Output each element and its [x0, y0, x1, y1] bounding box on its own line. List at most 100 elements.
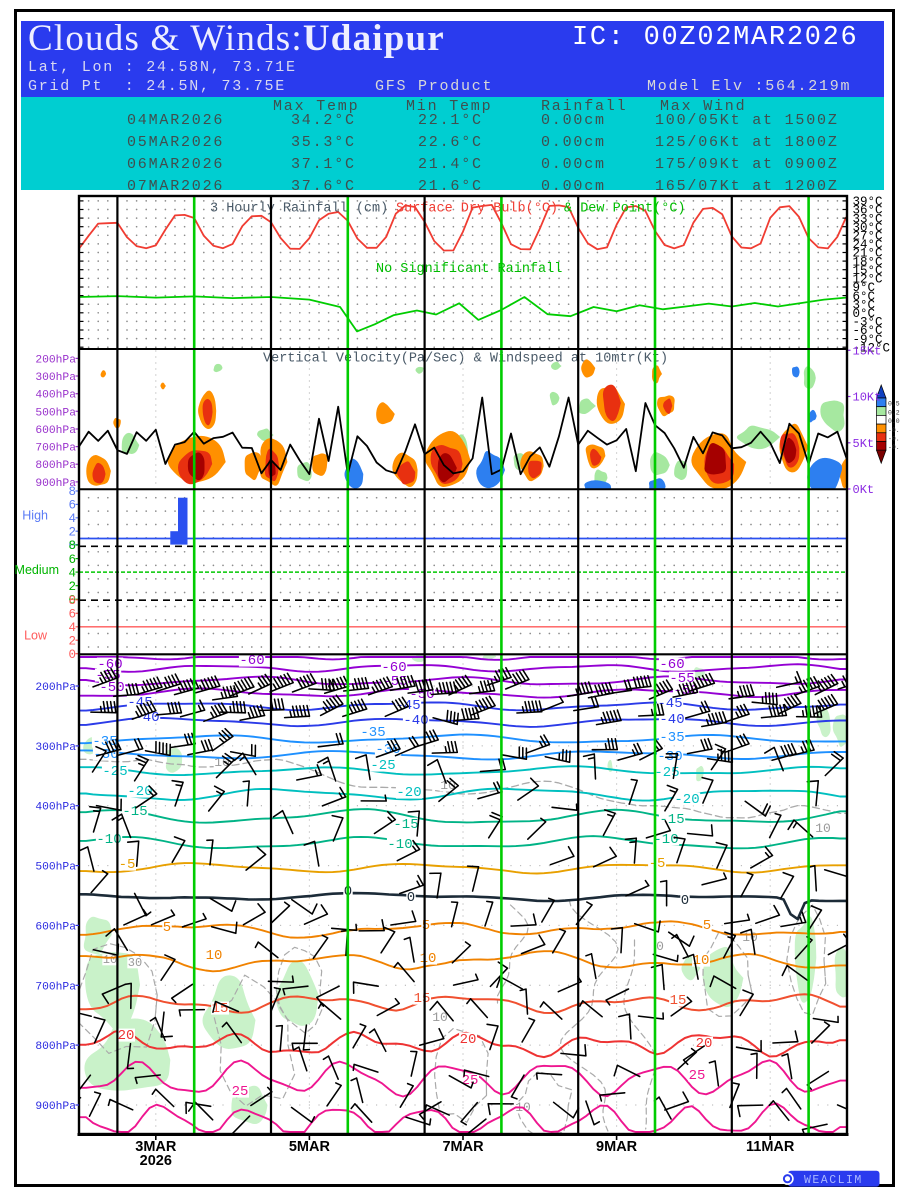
- svg-text:-60: -60: [659, 657, 684, 673]
- svg-text:21°C: 21°C: [853, 247, 883, 261]
- svg-text:10Kt: 10Kt: [853, 391, 882, 405]
- svg-text:-40: -40: [659, 712, 684, 728]
- svg-text:-9°C: -9°C: [853, 333, 883, 347]
- svg-text:5MAR: 5MAR: [289, 1139, 331, 1155]
- svg-text:-6°C: -6°C: [853, 324, 883, 338]
- svg-text:-60: -60: [381, 660, 406, 676]
- svg-text:0°C: 0°C: [853, 307, 876, 321]
- svg-text:36°C: 36°C: [853, 204, 883, 218]
- svg-text:5: 5: [422, 918, 430, 934]
- svg-text:-3°C: -3°C: [853, 316, 883, 330]
- svg-text:10: 10: [815, 821, 831, 836]
- svg-text:39°C: 39°C: [853, 195, 883, 209]
- svg-text:20: 20: [118, 1028, 135, 1044]
- svg-text:15: 15: [670, 993, 687, 1009]
- svg-text:500hPa: 500hPa: [35, 862, 76, 874]
- svg-text:-25: -25: [102, 764, 127, 780]
- svg-text:15°C: 15°C: [853, 264, 883, 278]
- svg-text:6: 6: [68, 608, 76, 622]
- svg-text:-10: -10: [387, 837, 412, 853]
- svg-text:0: 0: [68, 539, 76, 553]
- svg-text:6°C: 6°C: [853, 290, 876, 304]
- svg-text:0: 0: [656, 939, 664, 954]
- svg-text:-40: -40: [134, 710, 159, 726]
- svg-text:0: 0: [681, 893, 689, 909]
- svg-text:800hPa: 800hPa: [35, 460, 76, 472]
- svg-text:-5: -5: [649, 856, 666, 872]
- svg-text:Medium: Medium: [15, 563, 59, 577]
- svg-text:7MAR: 7MAR: [442, 1139, 484, 1155]
- svg-text:9MAR: 9MAR: [596, 1139, 638, 1155]
- svg-text:2: 2: [68, 580, 76, 594]
- svg-text:10: 10: [432, 1010, 448, 1025]
- svg-text:300hPa: 300hPa: [35, 742, 76, 754]
- svg-text:500hPa: 500hPa: [35, 407, 76, 419]
- svg-text:-15: -15: [122, 804, 147, 820]
- svg-text:-12°C: -12°C: [853, 341, 891, 355]
- svg-text:3MAR: 3MAR: [135, 1139, 177, 1155]
- svg-text:Surface Dry Bulb(°C): Surface Dry Bulb(°C): [396, 202, 558, 217]
- svg-text:2: 2: [68, 525, 76, 539]
- svg-text:600hPa: 600hPa: [35, 921, 76, 933]
- svg-text:10: 10: [693, 953, 710, 969]
- svg-text:20: 20: [696, 1036, 713, 1052]
- svg-text:High: High: [22, 509, 48, 523]
- svg-text:0.5: 0.5: [888, 401, 900, 408]
- svg-text:0.2: 0.2: [888, 409, 900, 416]
- svg-text:300hPa: 300hPa: [35, 372, 76, 384]
- svg-text:24°C: 24°C: [853, 238, 883, 252]
- svg-text:0Kt: 0Kt: [853, 483, 875, 497]
- svg-text:18°C: 18°C: [853, 255, 883, 269]
- svg-text:200hPa: 200hPa: [35, 682, 76, 694]
- svg-text:-40: -40: [403, 713, 428, 729]
- svg-text:-20: -20: [674, 792, 699, 808]
- svg-text:-10: -10: [96, 832, 121, 848]
- svg-text:WEACLIM: WEACLIM: [804, 1174, 863, 1187]
- svg-text:-20: -20: [396, 785, 421, 801]
- svg-text:8: 8: [68, 594, 76, 608]
- svg-text:11MAR: 11MAR: [746, 1139, 795, 1155]
- svg-text:No Significant Rainfall: No Significant Rainfall: [376, 262, 562, 277]
- svg-text:3 Hourly Rainfall (cm): 3 Hourly Rainfall (cm): [210, 202, 388, 217]
- svg-text:5: 5: [703, 918, 711, 934]
- svg-text:4: 4: [68, 512, 76, 526]
- svg-text:400hPa: 400hPa: [35, 802, 76, 814]
- svg-text:20: 20: [460, 1032, 477, 1048]
- svg-text:12°C: 12°C: [853, 273, 883, 287]
- svg-text:9°C: 9°C: [853, 281, 876, 295]
- svg-text:0.0: 0.0: [888, 418, 900, 425]
- svg-text:5: 5: [163, 920, 171, 936]
- svg-text:10: 10: [440, 778, 456, 793]
- svg-text:-45: -45: [657, 696, 682, 712]
- svg-text:-5: -5: [119, 857, 136, 873]
- svg-text:-35: -35: [360, 725, 385, 741]
- svg-text:-0.: -0.: [888, 427, 900, 434]
- svg-text:4: 4: [68, 621, 76, 635]
- svg-text:-10: -10: [653, 832, 678, 848]
- svg-text:0: 0: [407, 890, 415, 906]
- svg-text:8: 8: [68, 485, 76, 499]
- svg-text:5Kt: 5Kt: [853, 437, 875, 451]
- svg-text:Low: Low: [24, 629, 48, 643]
- svg-text:15Kt: 15Kt: [853, 344, 882, 358]
- svg-text:15: 15: [414, 991, 431, 1007]
- svg-text:8: 8: [68, 539, 76, 553]
- svg-text:6: 6: [68, 499, 76, 513]
- svg-text:2026: 2026: [140, 1153, 172, 1169]
- svg-text:900hPa: 900hPa: [35, 478, 76, 490]
- svg-text:10: 10: [206, 948, 223, 964]
- svg-text:400hPa: 400hPa: [35, 390, 76, 402]
- svg-text:25: 25: [232, 1084, 249, 1100]
- svg-text:700hPa: 700hPa: [35, 443, 76, 455]
- svg-text:700hPa: 700hPa: [35, 981, 76, 993]
- svg-text:30: 30: [128, 956, 142, 970]
- svg-text:-45: -45: [127, 695, 152, 711]
- svg-text:4: 4: [68, 566, 76, 580]
- svg-text:2: 2: [68, 634, 76, 648]
- svg-text:-20: -20: [127, 784, 152, 800]
- svg-text:-60: -60: [239, 653, 264, 669]
- svg-text:25: 25: [689, 1068, 706, 1084]
- svg-text:33°C: 33°C: [853, 212, 883, 226]
- svg-text:-15: -15: [393, 817, 418, 833]
- svg-text:6: 6: [68, 553, 76, 567]
